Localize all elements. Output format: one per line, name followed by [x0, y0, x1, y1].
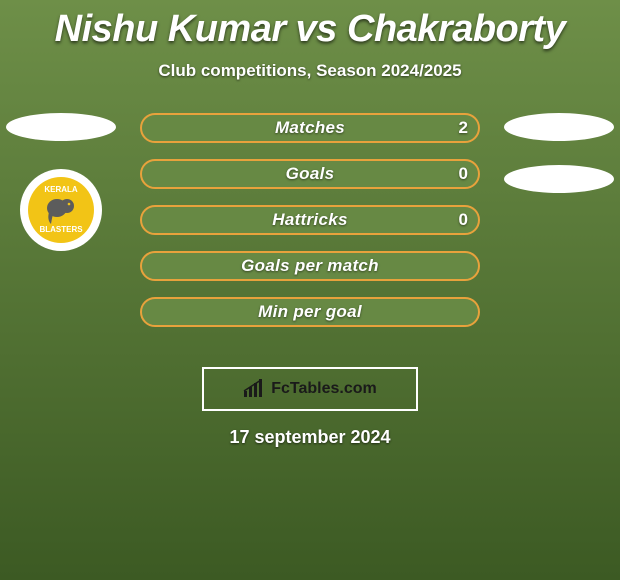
stat-value-right: 2 [459, 118, 468, 138]
page-title: Nishu Kumar vs Chakraborty [0, 0, 620, 51]
player-left-badge: KERALA BLASTERS [20, 169, 102, 251]
stat-label: Matches [275, 118, 345, 138]
stat-row: Min per goal [140, 297, 480, 327]
subtitle: Club competitions, Season 2024/2025 [0, 61, 620, 81]
stat-row: Goals per match [140, 251, 480, 281]
stats-zone: KERALA BLASTERS Matches 2 Goals 0 Hattricks 0… [0, 113, 620, 351]
badge-label-bottom: BLASTERS [39, 226, 82, 234]
stat-value-right: 0 [459, 210, 468, 230]
branding-text: FcTables.com [271, 380, 377, 398]
player-left-ellipse [6, 113, 116, 141]
stat-label: Goals per match [241, 256, 379, 276]
bars-icon [243, 379, 265, 399]
stat-label: Hattricks [272, 210, 347, 230]
stat-row: Matches 2 [140, 113, 480, 143]
player-right-ellipse-2 [504, 165, 614, 193]
badge-label-top: KERALA [44, 186, 77, 194]
stat-label: Min per goal [258, 302, 362, 322]
elephant-icon [43, 194, 79, 226]
branding-box: FcTables.com [202, 367, 418, 411]
stat-label: Goals [286, 164, 335, 184]
stat-row: Hattricks 0 [140, 205, 480, 235]
date-line: 17 september 2024 [0, 427, 620, 448]
stat-rows: Matches 2 Goals 0 Hattricks 0 Goals per match M… [140, 113, 480, 343]
stat-row: Goals 0 [140, 159, 480, 189]
player-right-ellipse-1 [504, 113, 614, 141]
stat-value-right: 0 [459, 164, 468, 184]
